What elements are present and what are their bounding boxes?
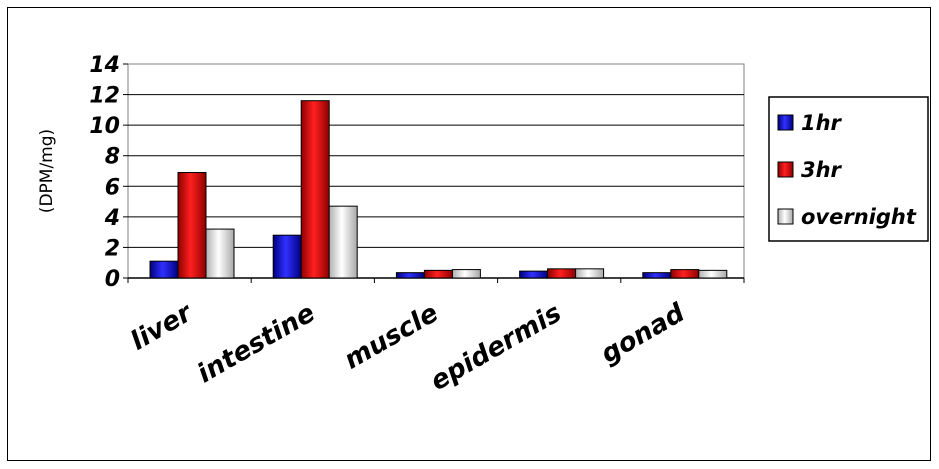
bar-1hr-epidermis <box>519 270 549 279</box>
category-label-muscle: muscle <box>339 298 443 376</box>
y-tick-label: 8 <box>105 145 120 170</box>
category-label-liver: liver <box>126 297 199 357</box>
bar-3hr-muscle <box>423 269 453 279</box>
bar-overnight-muscle <box>451 269 481 279</box>
bar-3hr-epidermis <box>547 268 577 279</box>
category-label-intestine: intestine <box>192 298 320 389</box>
legend: 1hr 3hr overnight <box>768 96 929 242</box>
bar-overnight-intestine <box>328 205 358 279</box>
y-tick-label: 12 <box>89 84 120 109</box>
y-tick-label: 6 <box>105 175 120 200</box>
y-tick-label: 10 <box>89 114 120 139</box>
legend-swatch-overnight <box>777 208 794 225</box>
legend-box <box>768 96 929 242</box>
legend-swatch-1hr <box>777 114 794 131</box>
y-tick-label: 14 <box>89 53 120 78</box>
bar-overnight-liver <box>205 228 235 279</box>
category-label-gonad: gonad <box>596 298 690 370</box>
bar-1hr-gonad <box>642 272 672 279</box>
bar-1hr-muscle <box>395 272 425 279</box>
bar-1hr-intestine <box>272 234 302 279</box>
bar-1hr-liver <box>149 260 179 279</box>
legend-label-1hr: 1hr <box>801 111 843 135</box>
bar-3hr-gonad <box>670 269 700 279</box>
legend-label-overnight: overnight <box>801 205 917 229</box>
bar-3hr-intestine <box>300 100 330 279</box>
y-tick-label: 0 <box>105 267 120 292</box>
legend-swatch-3hr <box>777 161 794 178</box>
y-tick-label: 4 <box>104 206 120 231</box>
bar-overnight-gonad <box>698 269 728 279</box>
bar-overnight-epidermis <box>575 268 605 279</box>
legend-label-3hr: 3hr <box>801 158 843 182</box>
y-tick-label: 2 <box>105 236 120 261</box>
category-label-epidermis: epidermis <box>426 298 567 397</box>
bar-3hr-liver <box>177 172 207 279</box>
y-axis-label: (DPM/mg) <box>37 129 57 213</box>
